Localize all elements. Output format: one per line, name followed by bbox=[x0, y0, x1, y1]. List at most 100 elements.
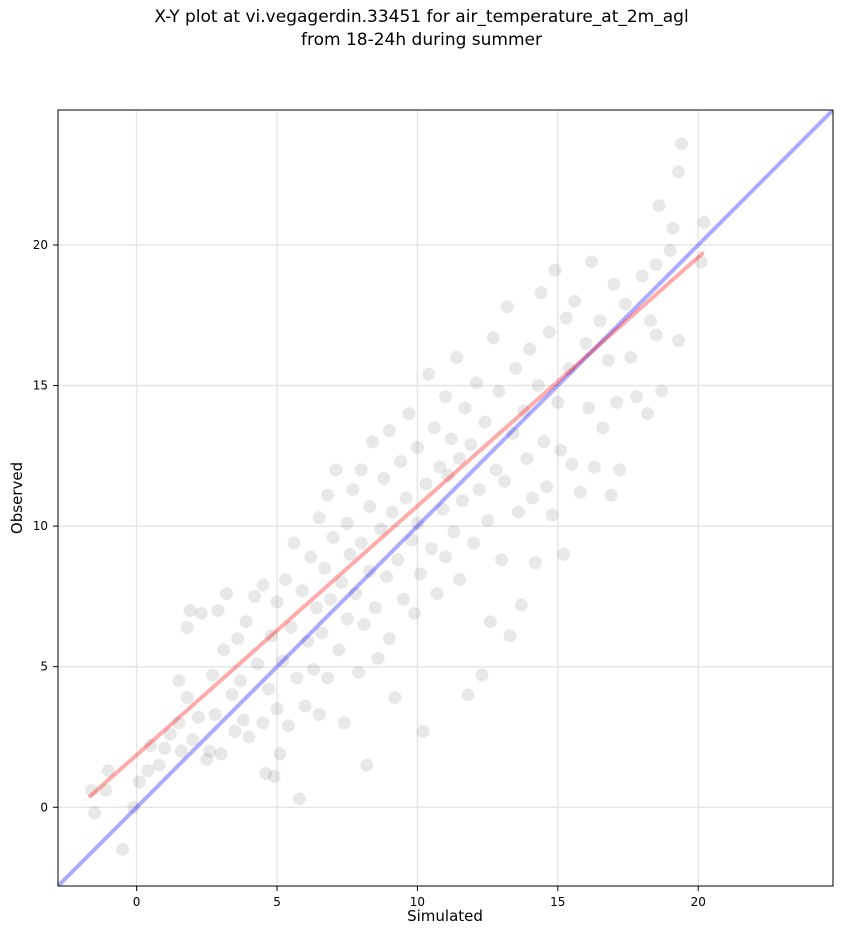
data-point bbox=[649, 258, 663, 272]
data-point bbox=[601, 353, 615, 367]
data-point bbox=[419, 477, 433, 491]
data-point bbox=[472, 483, 486, 497]
data-point bbox=[461, 688, 475, 702]
data-point bbox=[596, 421, 610, 435]
x-axis-label: Simulated bbox=[407, 907, 483, 925]
data-point bbox=[483, 615, 497, 629]
y-tick-label: 10 bbox=[33, 519, 48, 533]
data-point bbox=[242, 730, 256, 744]
data-point bbox=[278, 573, 292, 587]
data-point bbox=[523, 342, 537, 356]
data-point bbox=[99, 783, 113, 797]
data-point bbox=[464, 438, 478, 452]
data-point bbox=[455, 494, 469, 508]
data-point bbox=[573, 485, 587, 499]
data-point bbox=[562, 362, 576, 376]
data-point bbox=[382, 632, 396, 646]
data-point bbox=[180, 620, 194, 634]
data-point bbox=[497, 474, 511, 488]
data-point bbox=[436, 502, 450, 516]
data-point bbox=[607, 277, 621, 291]
data-point bbox=[312, 511, 326, 525]
data-point bbox=[144, 738, 158, 752]
data-point bbox=[298, 699, 312, 713]
data-point bbox=[318, 561, 332, 575]
data-point bbox=[500, 300, 514, 314]
data-point bbox=[292, 792, 306, 806]
data-point bbox=[141, 764, 155, 778]
data-point bbox=[433, 460, 447, 474]
data-point bbox=[158, 741, 172, 755]
data-point bbox=[326, 530, 340, 544]
data-point bbox=[674, 137, 688, 151]
data-point bbox=[613, 463, 627, 477]
data-point bbox=[430, 587, 444, 601]
data-point bbox=[323, 592, 337, 606]
data-point bbox=[377, 471, 391, 485]
data-point bbox=[450, 350, 464, 364]
data-point bbox=[405, 533, 419, 547]
data-point bbox=[217, 643, 231, 657]
data-point bbox=[262, 682, 276, 696]
data-point bbox=[116, 842, 130, 856]
data-point bbox=[551, 395, 565, 409]
data-point bbox=[554, 443, 568, 457]
data-point bbox=[399, 491, 413, 505]
data-point bbox=[175, 744, 189, 758]
data-point bbox=[264, 629, 278, 643]
data-point bbox=[351, 665, 365, 679]
data-point bbox=[312, 707, 326, 721]
data-point bbox=[276, 654, 290, 668]
data-point bbox=[270, 702, 284, 716]
data-point bbox=[191, 710, 205, 724]
fit-lines bbox=[58, 110, 833, 886]
data-point bbox=[127, 800, 141, 814]
data-point bbox=[200, 752, 214, 766]
y-tick-label: 15 bbox=[33, 379, 48, 393]
y-tick-label: 20 bbox=[33, 238, 48, 252]
data-point bbox=[315, 626, 329, 640]
data-point bbox=[475, 668, 489, 682]
data-point bbox=[635, 269, 649, 283]
data-point bbox=[363, 499, 377, 513]
data-point bbox=[514, 598, 528, 612]
data-point bbox=[307, 663, 321, 677]
data-point bbox=[228, 724, 242, 738]
data-point bbox=[172, 716, 186, 730]
data-point bbox=[349, 587, 363, 601]
data-point bbox=[337, 716, 351, 730]
data-point bbox=[666, 221, 680, 235]
data-point bbox=[492, 384, 506, 398]
chart-title-line-1: X-Y plot at vi.vegagerdin.33451 for air_… bbox=[154, 7, 689, 27]
data-point bbox=[360, 758, 374, 772]
data-point bbox=[380, 570, 394, 584]
data-point bbox=[641, 407, 655, 421]
data-point bbox=[365, 435, 379, 449]
data-point bbox=[301, 634, 315, 648]
data-point bbox=[374, 522, 388, 536]
data-point bbox=[663, 244, 677, 258]
data-point bbox=[469, 376, 483, 390]
data-point bbox=[85, 783, 99, 797]
data-point bbox=[565, 457, 579, 471]
x-axis-ticks: 0 5 10 15 20 bbox=[133, 886, 706, 909]
data-point bbox=[629, 390, 643, 404]
plot-frame bbox=[57, 109, 834, 887]
data-point bbox=[368, 601, 382, 615]
data-point bbox=[250, 657, 264, 671]
data-point bbox=[424, 542, 438, 556]
data-point bbox=[256, 578, 270, 592]
data-point bbox=[343, 547, 357, 561]
data-point bbox=[394, 454, 408, 468]
data-point bbox=[205, 668, 219, 682]
data-point bbox=[509, 362, 523, 376]
y-tick-label: 0 bbox=[40, 800, 48, 814]
data-point bbox=[422, 367, 436, 381]
data-point bbox=[413, 567, 427, 581]
data-point bbox=[486, 331, 500, 345]
data-point bbox=[453, 573, 467, 587]
data-point bbox=[652, 199, 666, 213]
data-point bbox=[556, 547, 570, 561]
data-point bbox=[357, 618, 371, 632]
data-point bbox=[610, 395, 624, 409]
